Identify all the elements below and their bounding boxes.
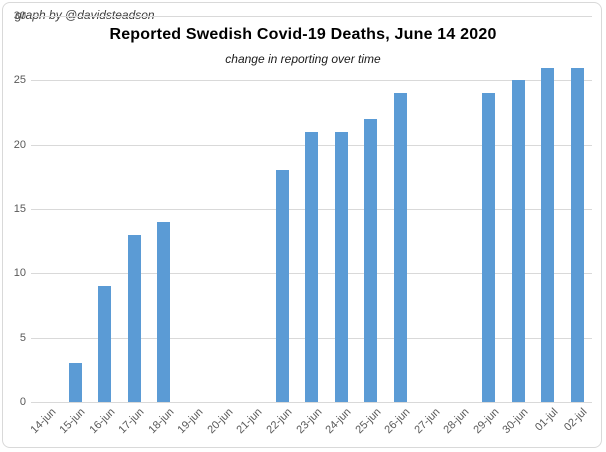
chart-title: Reported Swedish Covid-19 Deaths, June 1… [109, 26, 497, 43]
y-axis-labels: 0 5 10 15 20 25 30 [0, 0, 26, 452]
x-axis-labels: 14-jun 15-jun 16-jun 17-jun 18-jun 19-jun 20-j… [28, 406, 592, 452]
bar-01-jul [541, 67, 555, 402]
y-tick-label: 0 [19, 396, 26, 408]
y-tick-label: 25 [13, 74, 26, 86]
y-tick-label: 30 [13, 10, 26, 22]
plot-area [31, 16, 592, 403]
watermark-credit: graph by @davidsteadson [15, 8, 155, 22]
bar-29-jun [482, 93, 496, 402]
y-tick-label: 20 [13, 139, 26, 151]
y-tick-label: 15 [13, 203, 26, 215]
bar-24-jun [334, 131, 348, 402]
bar-25-jun [364, 118, 378, 402]
bar-02-jul [570, 67, 584, 402]
bar-23-jun [305, 131, 318, 402]
chart-subtitle: change in reporting over time [225, 52, 381, 66]
y-tick-label: 10 [13, 267, 26, 279]
bar-30-jun [511, 80, 525, 402]
bar-15-jun [68, 363, 82, 402]
bar-16-jun [98, 286, 112, 402]
bar-17-jun [127, 234, 141, 402]
bar-26-jun [393, 93, 407, 402]
y-tick-label: 5 [19, 332, 26, 344]
bar-18-jun [157, 221, 171, 402]
x-tick-anchor: 02-jul [431, 406, 590, 434]
gridline [31, 16, 592, 17]
bar-22-jun [275, 170, 289, 402]
x-axis-line [31, 402, 592, 403]
gridline [31, 80, 592, 81]
